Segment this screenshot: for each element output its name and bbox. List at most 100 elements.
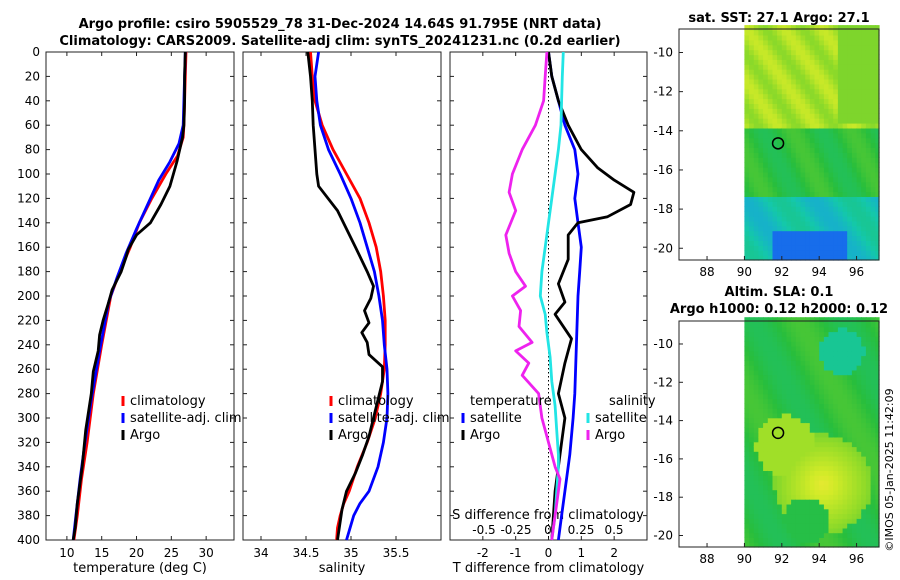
sla_map-cell <box>851 412 858 419</box>
sla_map-cell <box>767 523 774 529</box>
sst_map-cell <box>837 206 844 212</box>
sst_map-cell <box>767 108 774 114</box>
sla_map-cell <box>861 436 867 443</box>
sst_map-cell <box>856 255 862 261</box>
sst_map-cell <box>819 54 825 60</box>
sst_map-ytick-label: -16 <box>653 163 673 177</box>
sla_map-cell <box>772 427 778 433</box>
sla_map-cell <box>753 508 760 515</box>
sst_map-cell <box>875 88 880 95</box>
sla_map-cell <box>791 527 797 534</box>
sla_map-cell <box>805 317 811 323</box>
sla_map-cell <box>856 341 862 347</box>
sla_map-cell <box>847 532 853 538</box>
sst_map-cell <box>749 69 755 75</box>
sla_map-cell <box>819 355 825 361</box>
sla_map-cell <box>800 532 806 538</box>
sla_map-cell <box>814 360 820 366</box>
sla_map-cell <box>856 451 862 457</box>
sst_map-cell <box>800 78 806 85</box>
sst_map-cell <box>828 201 834 207</box>
sla_map-cell <box>805 432 811 438</box>
sla_map-cell <box>753 465 760 471</box>
sst_map-cell <box>861 132 867 139</box>
sst_map-cell <box>772 255 778 261</box>
sla_map-cell <box>842 336 848 342</box>
sst_map-cell <box>805 83 811 90</box>
sla_map-cell <box>861 542 867 548</box>
sla_map-cell <box>837 499 844 505</box>
sla_map-cell <box>805 360 811 366</box>
sst_map-cell <box>819 196 825 202</box>
sla_map-cell <box>819 451 825 457</box>
sla_map-cell <box>823 355 830 361</box>
sla_map-cell <box>870 532 876 538</box>
sla_map-cell <box>767 389 774 395</box>
salinity-xtick-label: 34 <box>253 546 268 560</box>
sst_map-cell <box>781 171 788 178</box>
sst_map-cell <box>753 147 760 153</box>
sla_map-cell <box>819 499 825 505</box>
sla_map-cell <box>758 345 764 352</box>
sst_map-cell <box>833 132 839 139</box>
sst_map-cell <box>823 59 830 65</box>
sla_map-cell <box>823 460 830 467</box>
sla_map-cell <box>772 460 778 467</box>
sst_map-cell <box>763 220 769 227</box>
sla_map-cell <box>847 537 853 543</box>
sst_map-cell <box>758 123 764 129</box>
sst_map-cell <box>781 98 788 104</box>
sla_map-cell <box>875 341 880 347</box>
sst_map-cell <box>781 206 788 212</box>
sla_map-cell <box>865 417 872 424</box>
sst_map-cell <box>856 78 862 85</box>
sla_map-cell <box>842 393 848 400</box>
sla_map-cell <box>758 389 764 395</box>
sst_map-cell <box>805 113 811 119</box>
sla_map-cell <box>763 532 769 538</box>
sla_map-cell <box>842 494 848 500</box>
sla_map-cell <box>856 523 862 529</box>
sla_map-cell <box>856 322 862 328</box>
sst_map-cell <box>861 78 867 85</box>
sst_map-cell <box>856 220 862 227</box>
sla_map-cell <box>870 436 876 443</box>
sla_map-cell <box>791 518 797 524</box>
sst_map-cell <box>791 54 797 60</box>
sst_map-cell <box>805 176 811 183</box>
sla_map-cell <box>833 475 839 481</box>
sst_map-cell <box>772 123 778 129</box>
sst_map-cell <box>851 44 858 51</box>
sst_map-cell <box>828 64 834 70</box>
sla_map-cell <box>744 518 750 524</box>
sla_map-cell <box>828 494 834 500</box>
sla_map-cell <box>791 475 797 481</box>
sst_map-cell <box>851 206 858 212</box>
sst_map-cell <box>828 108 834 114</box>
sla_map-cell <box>777 480 783 486</box>
sla_map-cell <box>805 537 811 543</box>
sla_map-cell <box>772 336 778 342</box>
sst_map-cell <box>847 108 853 114</box>
sst_map-cell <box>823 201 830 207</box>
sla_map-cell <box>791 484 797 491</box>
sla_map-cell <box>781 441 788 448</box>
sla_map-cell <box>763 460 769 467</box>
sst_map-cell <box>791 176 797 183</box>
sla_map-cell <box>870 503 876 510</box>
sla_map-cell <box>758 446 764 452</box>
sla_map-cell <box>795 403 802 409</box>
diff-legend-title-temperature: temperature <box>470 394 552 409</box>
sla_map-cell <box>800 518 806 524</box>
sla_map-cell <box>833 451 839 457</box>
sst_map-cell <box>744 78 750 85</box>
sst_map-cell <box>753 181 760 188</box>
sst_map-cell <box>772 132 778 139</box>
sla_map-cell <box>800 503 806 510</box>
sst_map-cell <box>763 83 769 90</box>
sla_map-cell <box>847 393 853 400</box>
sst_map-cell <box>758 83 764 90</box>
sla_map-cell <box>795 384 802 390</box>
sst_map-cell <box>823 167 830 173</box>
sst_map-cell <box>805 39 811 46</box>
